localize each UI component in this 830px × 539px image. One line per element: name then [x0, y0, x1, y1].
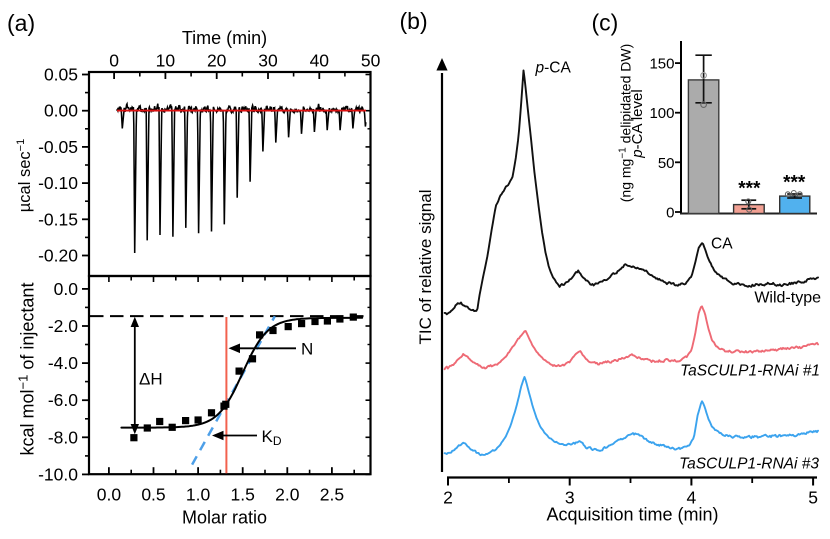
svg-text:-8.0: -8.0	[48, 427, 78, 447]
svg-text:10: 10	[156, 51, 176, 71]
svg-text:(a): (a)	[7, 10, 35, 36]
svg-text:***: ***	[783, 173, 806, 194]
svg-text:TaSCULP1-RNAi #3: TaSCULP1-RNAi #3	[679, 456, 819, 473]
svg-text:-0.10: -0.10	[38, 173, 78, 193]
svg-text:-0.15: -0.15	[38, 209, 78, 229]
svg-text:0.00: 0.00	[44, 101, 78, 121]
svg-text:µcal sec−1: µcal sec−1	[15, 139, 34, 212]
svg-text:TIC of relative signal: TIC of relative signal	[416, 190, 435, 345]
svg-text:(b): (b)	[400, 8, 428, 34]
svg-text:0.0: 0.0	[97, 485, 122, 505]
svg-text:-6.0: -6.0	[48, 390, 78, 410]
svg-text:Molar ratio: Molar ratio	[182, 508, 267, 528]
svg-text:CA: CA	[711, 236, 733, 253]
svg-text:-0.05: -0.05	[38, 137, 78, 157]
svg-text:-10.0: -10.0	[38, 464, 78, 484]
svg-text:0: 0	[666, 205, 674, 222]
svg-text:Acquisition time (min): Acquisition time (min)	[546, 505, 718, 525]
svg-text:3: 3	[565, 488, 575, 508]
svg-text:0.0: 0.0	[54, 279, 79, 299]
svg-text:30: 30	[258, 51, 278, 71]
svg-text:0.5: 0.5	[141, 485, 165, 505]
svg-text:0.05: 0.05	[44, 65, 78, 85]
svg-text:2: 2	[443, 488, 453, 508]
svg-text:50: 50	[658, 155, 675, 172]
svg-text:p-CA: p-CA	[535, 60, 572, 77]
svg-text:-2.0: -2.0	[48, 316, 78, 336]
svg-text:***: ***	[738, 179, 761, 200]
svg-text:5: 5	[808, 488, 818, 508]
svg-text:TaSCULP1-RNAi #1: TaSCULP1-RNAi #1	[680, 363, 820, 380]
svg-text:kcal mol−1 of injectant: kcal mol−1 of injectant	[16, 283, 38, 456]
svg-text:(ng mg−1 delipidated DW): (ng mg−1 delipidated DW)	[618, 44, 634, 202]
svg-text:Time (min): Time (min)	[182, 28, 267, 48]
svg-text:150: 150	[649, 56, 674, 73]
svg-text:2.5: 2.5	[320, 485, 344, 505]
svg-text:ΔH: ΔH	[139, 370, 163, 389]
svg-text:-0.20: -0.20	[38, 246, 78, 266]
svg-text:0: 0	[109, 51, 119, 71]
svg-text:1.0: 1.0	[186, 485, 211, 505]
svg-text:-4.0: -4.0	[48, 353, 78, 373]
svg-text:40: 40	[310, 51, 330, 71]
svg-text:1.5: 1.5	[231, 485, 255, 505]
svg-text:50: 50	[361, 51, 381, 71]
svg-text:Wild-type: Wild-type	[754, 290, 821, 307]
svg-text:p-CA level: p-CA level	[629, 89, 646, 158]
svg-text:100: 100	[649, 105, 674, 122]
svg-text:(c): (c)	[592, 10, 619, 36]
svg-text:4: 4	[687, 488, 697, 508]
svg-text:20: 20	[207, 51, 227, 71]
svg-text:2.0: 2.0	[275, 485, 300, 505]
svg-text:N: N	[301, 340, 313, 359]
